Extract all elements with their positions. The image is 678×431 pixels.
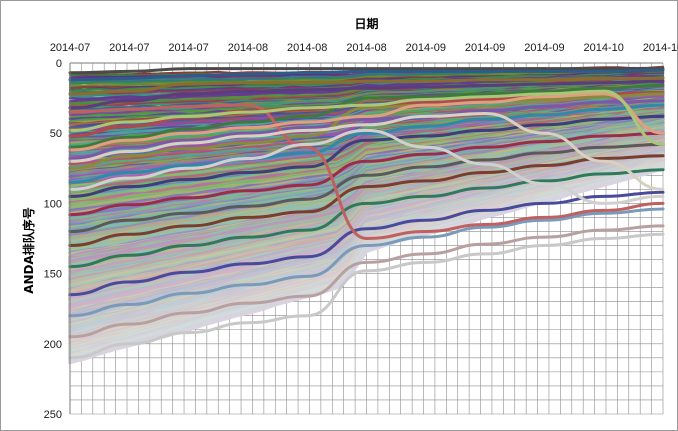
x-tick-label: 2014-09	[465, 42, 505, 54]
y-tick-label: 200	[44, 339, 62, 351]
series-line-10	[68, 131, 665, 217]
series-line-12	[68, 154, 665, 247]
y-tick-label: 0	[56, 58, 62, 70]
series-line-13	[68, 168, 665, 269]
axes: 0 50 100 150 200 250 2014-07 2014-07 2014-07 2014…	[44, 42, 678, 421]
x-tick-label: 2014-09	[524, 42, 564, 54]
x-tick-label: 2014-10	[643, 42, 678, 54]
series-line-2	[68, 76, 665, 96]
x-tick-label: 2014-08	[228, 42, 268, 54]
x-tick-label: 2014-10	[584, 42, 624, 54]
x-tick-label: 2014-07	[168, 42, 208, 54]
y-tick-label: 100	[44, 198, 62, 210]
series-line-15	[68, 207, 665, 318]
series-line-19	[68, 128, 665, 205]
y-axis-title: ANDA排队序号	[21, 207, 36, 294]
x-tick-label: 2014-07	[50, 42, 90, 54]
series-line-16	[68, 224, 665, 339]
series-line-5	[68, 84, 665, 149]
series-line-0	[68, 67, 665, 75]
series-line-20	[68, 111, 665, 191]
series-line-11	[68, 142, 665, 233]
y-tick-label: 250	[44, 409, 62, 421]
series-line-22	[68, 89, 665, 146]
series-line-17	[68, 232, 665, 360]
series-line-9	[68, 114, 665, 198]
series-line-21	[68, 92, 665, 152]
series-line-7	[68, 92, 665, 170]
x-axis-title: 日期	[354, 16, 378, 31]
series-group	[68, 67, 665, 360]
series-line-1	[68, 68, 665, 82]
x-tick-label: 2014-07	[109, 42, 149, 54]
y-tick-label: 50	[50, 128, 62, 140]
series-line-8	[68, 103, 665, 184]
series-line-14	[68, 190, 665, 297]
series-line-18	[68, 103, 665, 241]
x-tick-label: 2014-08	[346, 42, 386, 54]
series-line-6	[68, 99, 665, 160]
x-tick-label: 2014-09	[406, 42, 446, 54]
series-line-3	[68, 79, 665, 110]
y-tick-label: 150	[44, 269, 62, 281]
x-tick-label: 2014-08	[287, 42, 327, 54]
